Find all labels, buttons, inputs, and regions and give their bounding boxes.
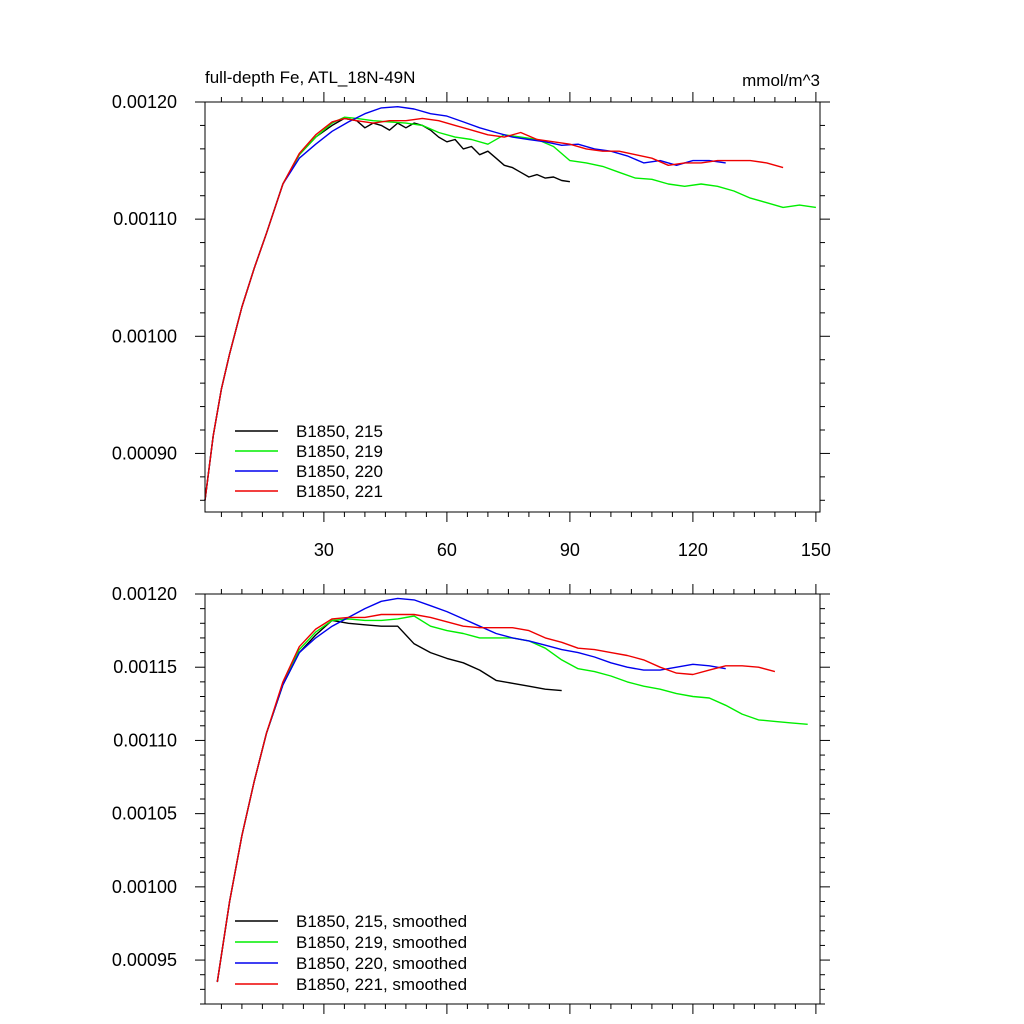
- axis-ticks: [195, 92, 830, 522]
- series-line-1: [216, 615, 808, 983]
- chart-title: full-depth Fe, ATL_18N-49N: [205, 68, 415, 87]
- legend-label: B1850, 215: [296, 422, 383, 441]
- y-tick-label: 0.00100: [112, 326, 177, 346]
- chart-units-label: mmol/m^3: [742, 71, 820, 90]
- y-tick-label: 0.00105: [112, 804, 177, 824]
- series-line-2: [216, 597, 726, 983]
- y-tick-label: 0.00090: [112, 443, 177, 463]
- bottom-chart-panel: 0.00095 0.00100 0.00105 0.00110 0.00115 0.001…: [112, 584, 830, 1014]
- series-line-3: [216, 613, 776, 983]
- x-tick-label: 90: [560, 540, 580, 560]
- y-tick-label: 0.00100: [112, 877, 177, 897]
- y-tick-label: 0.00120: [112, 584, 177, 604]
- series-lines: [216, 597, 808, 983]
- y-tick-label: 0.00095: [112, 950, 177, 970]
- series-line-0: [204, 117, 571, 501]
- legend-label: B1850, 215, smoothed: [296, 912, 467, 931]
- legend: B1850, 215, smoothed B1850, 219, smoothed…: [235, 912, 467, 994]
- top-chart-panel: full-depth Fe, ATL_18N-49N mmol/m^3 0.00…: [112, 68, 831, 560]
- series-line-2: [204, 105, 726, 501]
- x-tick-label: 150: [801, 540, 831, 560]
- x-tick-label: 30: [314, 540, 334, 560]
- y-tick-label: 0.00115: [113, 657, 177, 677]
- legend-label: B1850, 219: [296, 442, 383, 461]
- axis-ticks: [195, 584, 830, 1014]
- legend-label: B1850, 219, smoothed: [296, 933, 467, 952]
- y-tick-label: 0.00110: [113, 209, 177, 229]
- plot-frame: [204, 101, 821, 513]
- series-lines: [204, 105, 816, 501]
- legend-label: B1850, 221: [296, 482, 383, 501]
- x-tick-label: 120: [678, 540, 708, 560]
- legend-label: B1850, 221, smoothed: [296, 975, 467, 994]
- series-line-3: [204, 117, 784, 501]
- x-tick-label: 60: [437, 540, 457, 560]
- y-tick-label: 0.00110: [113, 730, 177, 750]
- legend-label: B1850, 220: [296, 462, 383, 481]
- legend-label: B1850, 220, smoothed: [296, 954, 467, 973]
- y-tick-label: 0.00120: [112, 92, 177, 112]
